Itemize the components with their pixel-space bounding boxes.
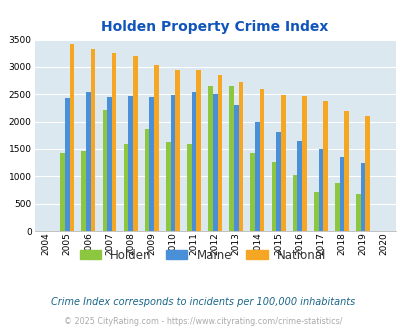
Bar [145, 129, 149, 231]
Bar [250, 153, 254, 231]
Bar [334, 183, 339, 231]
Text: © 2025 CityRating.com - https://www.cityrating.com/crime-statistics/: © 2025 CityRating.com - https://www.city… [64, 317, 341, 326]
Bar [149, 97, 154, 231]
Bar [238, 82, 243, 231]
Bar [259, 89, 264, 231]
Bar [175, 70, 179, 231]
Bar [208, 86, 212, 231]
Bar [187, 144, 191, 231]
Title: Holden Property Crime Index: Holden Property Crime Index [101, 20, 328, 34]
Bar [191, 91, 196, 231]
Bar [343, 111, 348, 231]
Bar [292, 175, 296, 231]
Bar [254, 122, 259, 231]
Bar [355, 194, 360, 231]
Bar [322, 101, 327, 231]
Bar [154, 65, 158, 231]
Bar [280, 95, 285, 231]
Bar [86, 92, 90, 231]
Bar [233, 105, 238, 231]
Bar [102, 110, 107, 231]
Bar [166, 143, 170, 231]
Bar [339, 157, 343, 231]
Bar [364, 115, 369, 231]
Bar [313, 192, 318, 231]
Bar [124, 144, 128, 231]
Bar [107, 97, 111, 231]
Bar [275, 132, 280, 231]
Bar [90, 49, 95, 231]
Bar [65, 98, 69, 231]
Bar [111, 53, 116, 231]
Bar [196, 70, 200, 231]
Bar [271, 162, 275, 231]
Legend: Holden, Maine, National: Holden, Maine, National [75, 244, 330, 266]
Bar [212, 94, 217, 231]
Bar [128, 96, 133, 231]
Bar [217, 75, 222, 231]
Bar [133, 56, 137, 231]
Bar [296, 141, 301, 231]
Bar [360, 163, 364, 231]
Bar [81, 150, 86, 231]
Bar [318, 149, 322, 231]
Bar [60, 153, 65, 231]
Bar [69, 44, 74, 231]
Bar [301, 96, 306, 231]
Bar [229, 86, 233, 231]
Text: Crime Index corresponds to incidents per 100,000 inhabitants: Crime Index corresponds to incidents per… [51, 297, 354, 307]
Bar [170, 95, 175, 231]
